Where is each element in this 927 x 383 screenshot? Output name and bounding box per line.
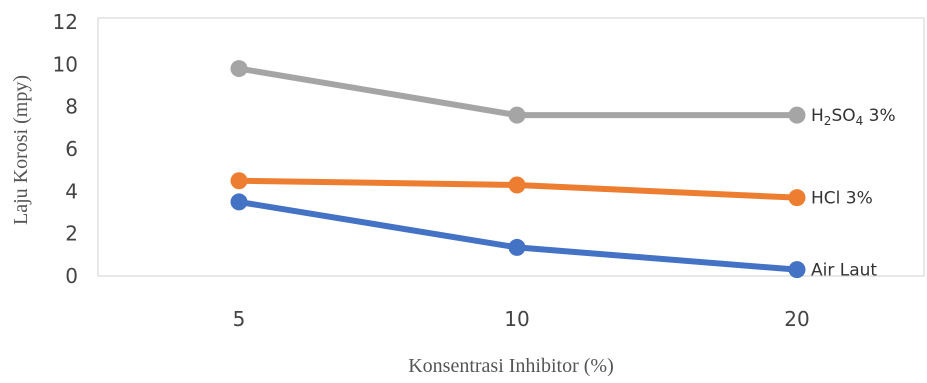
series-line [236,198,800,273]
series-label: H2SO4 3% [811,106,896,128]
series-label: Air Laut [811,261,877,281]
y-tick-label: 2 [65,222,78,246]
data-point [788,106,806,124]
data-point [230,60,248,78]
data-point [788,261,806,279]
data-point [508,176,526,194]
data-point [508,238,526,256]
y-tick-label: 6 [65,137,78,161]
y-tick-label: 0 [65,264,78,288]
data-point [788,189,806,207]
y-tick-label: 8 [65,95,78,119]
x-tick-label: 5 [233,307,246,331]
y-tick-label: 12 [53,10,78,34]
data-point [230,193,248,211]
series-label: HCl 3% [811,189,873,209]
y-axis-title: Laju Korosi (mpy) [10,75,32,225]
x-axis-title: Konsentrasi Inhibitor (%) [408,355,614,377]
x-tick-label: 10 [504,307,529,331]
data-point [230,172,248,190]
y-tick-label: 4 [65,179,78,203]
data-point [508,106,526,124]
y-tick-label: 10 [53,52,78,76]
x-tick-label: 20 [784,307,809,331]
plot-area-frame [97,17,925,277]
